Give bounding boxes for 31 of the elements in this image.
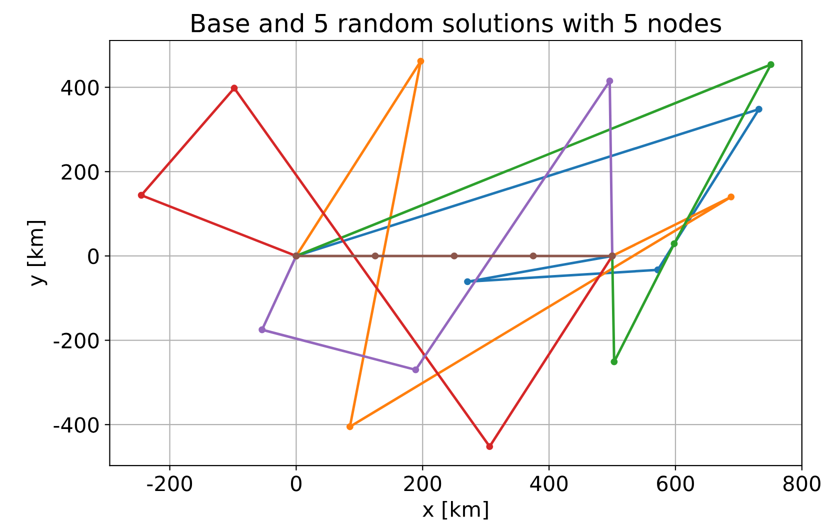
point bbox=[138, 192, 145, 199]
y-axis-title: y [km] bbox=[27, 221, 48, 286]
chart-title: Base and 5 random solutions with 5 nodes bbox=[192, 13, 721, 33]
point bbox=[417, 58, 424, 65]
x-tick-label: 400 bbox=[530, 476, 568, 492]
point bbox=[606, 78, 614, 84]
y-tick-label: 0 bbox=[88, 248, 99, 264]
x-tick-label: -200 bbox=[147, 476, 192, 492]
point bbox=[486, 443, 494, 450]
y-tick-label: 200 bbox=[62, 164, 99, 180]
y-tick-label: 400 bbox=[61, 80, 99, 96]
x-tick-label: 800 bbox=[783, 476, 820, 492]
point bbox=[464, 278, 471, 286]
point bbox=[530, 252, 537, 260]
point bbox=[767, 61, 774, 68]
point bbox=[670, 240, 678, 248]
point bbox=[258, 326, 266, 334]
point bbox=[450, 252, 458, 260]
point bbox=[755, 106, 762, 113]
x-tick-label: 0 bbox=[290, 476, 302, 492]
point bbox=[346, 423, 354, 430]
y-tick-label: -400 bbox=[54, 417, 99, 433]
x-tick-label: 600 bbox=[657, 476, 694, 492]
point bbox=[412, 366, 420, 374]
y-tick-label: -200 bbox=[54, 332, 99, 348]
x-axis-title: x [km] bbox=[422, 500, 488, 520]
point bbox=[230, 84, 238, 92]
x-tick-label: 200 bbox=[404, 476, 442, 492]
point bbox=[610, 358, 618, 366]
point bbox=[728, 193, 735, 200]
point bbox=[372, 252, 379, 260]
